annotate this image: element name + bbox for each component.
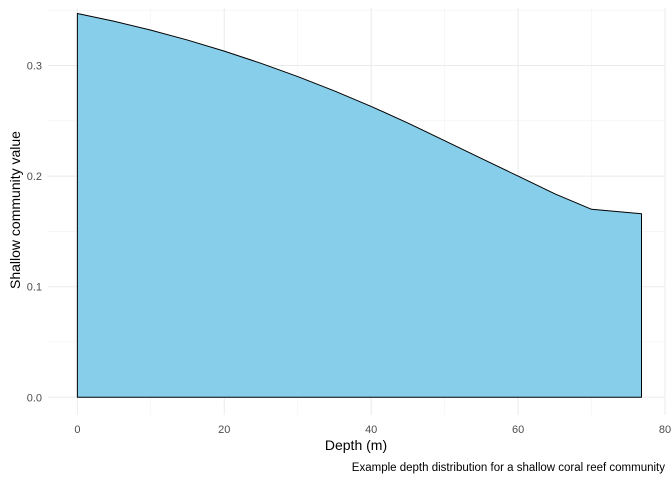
- x-tick-label: 60: [512, 424, 524, 436]
- y-tick-label: 0.3: [27, 61, 42, 73]
- y-tick-label: 0.2: [27, 171, 42, 183]
- y-tick-label: 0.1: [27, 282, 42, 294]
- chart-caption: Example depth distribution for a shallow…: [352, 462, 665, 474]
- x-tick-label: 20: [218, 424, 230, 436]
- y-tick-label: 0.0: [27, 392, 42, 404]
- x-axis-ticks: 0 20 40 60 80: [74, 424, 671, 436]
- x-axis-title: Depth (m): [325, 437, 387, 453]
- x-tick-label: 80: [659, 424, 671, 436]
- x-tick-label: 0: [74, 424, 80, 436]
- plot-area: [76, 13, 642, 398]
- y-axis-ticks: 0.0 0.1 0.2 0.3: [27, 61, 42, 405]
- area-series: [76, 13, 642, 398]
- x-tick-label: 40: [365, 424, 377, 436]
- y-axis-title: Shallow community value: [7, 131, 23, 289]
